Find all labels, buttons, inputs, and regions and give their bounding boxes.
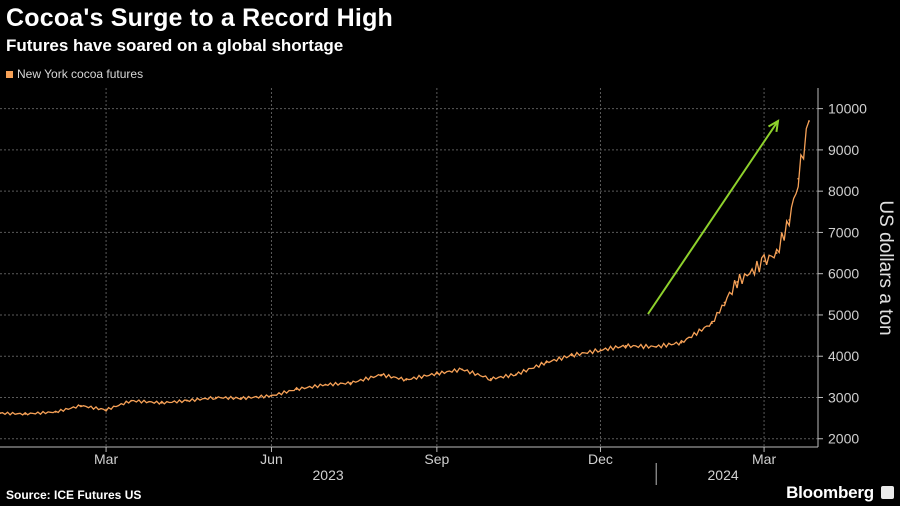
- annotation-arrow-head: [767, 119, 780, 133]
- data-point: [80, 404, 82, 407]
- data-point: [240, 397, 242, 400]
- data-point: [461, 368, 463, 371]
- data-point: [349, 382, 352, 384]
- data-point: [186, 399, 188, 402]
- data-point: [54, 411, 57, 413]
- legend-label: New York cocoa futures: [17, 67, 144, 81]
- data-point: [489, 378, 492, 380]
- data-point: [655, 345, 658, 348]
- data-point: [775, 252, 778, 254]
- data-point: [624, 345, 627, 347]
- legend: New York cocoa futures: [6, 67, 143, 81]
- y-tick-label: 4000: [828, 348, 859, 364]
- data-point: [808, 120, 810, 122]
- y-tick-label: 8000: [828, 183, 859, 199]
- annotation-arrow-line: [647, 120, 779, 315]
- data-point: [105, 408, 107, 411]
- data-point: [270, 394, 273, 397]
- year-label: 2023: [313, 467, 344, 483]
- chart-subtitle: Futures have soared on a global shortage: [6, 36, 344, 55]
- data-point: [130, 399, 133, 402]
- y-tick-label: 9000: [828, 142, 859, 158]
- data-point: [599, 349, 602, 351]
- data-point: [324, 383, 327, 386]
- data-point: [295, 388, 298, 391]
- source-note: Source: ICE Futures US: [6, 488, 142, 502]
- data-point: [405, 378, 408, 381]
- data-point: [711, 322, 713, 325]
- brand-square-icon: [881, 486, 894, 499]
- data-point: [680, 341, 683, 344]
- y-tick-label: 10000: [828, 101, 867, 117]
- data-point: [515, 373, 517, 376]
- brand-logo: Bloomberg: [786, 483, 874, 502]
- data-point: [545, 361, 548, 364]
- data-point: [380, 373, 383, 376]
- y-tick-label: 3000: [828, 389, 859, 405]
- x-tick-label: Dec: [588, 451, 613, 467]
- series-line: [0, 120, 810, 416]
- data-point: [435, 372, 438, 375]
- data-point: [214, 396, 217, 399]
- data-point: [24, 413, 27, 415]
- y-tick-label: 7000: [828, 224, 859, 240]
- x-tick-label: Mar: [94, 451, 118, 467]
- y-tick-label: 5000: [828, 307, 859, 323]
- data-point: [0, 412, 1, 415]
- data-point: [723, 301, 726, 304]
- data-point: [788, 219, 791, 221]
- data-point: [736, 281, 738, 283]
- y-tick-label: 2000: [828, 431, 859, 447]
- data-point: [763, 260, 765, 263]
- x-tick-label: Jun: [260, 451, 283, 467]
- data-point: [570, 354, 573, 357]
- y-axis-title: US dollars a ton: [875, 200, 896, 335]
- y-tick-label: 6000: [828, 266, 859, 282]
- chart-title: Cocoa's Surge to a Record High: [6, 4, 394, 32]
- legend-swatch: [6, 70, 13, 78]
- x-tick-label: Mar: [752, 451, 776, 467]
- data-point: [797, 177, 800, 180]
- data-point: [160, 401, 163, 404]
- x-tick-label: Sep: [424, 451, 449, 467]
- data-point: [748, 272, 751, 275]
- year-label: 2024: [708, 467, 739, 483]
